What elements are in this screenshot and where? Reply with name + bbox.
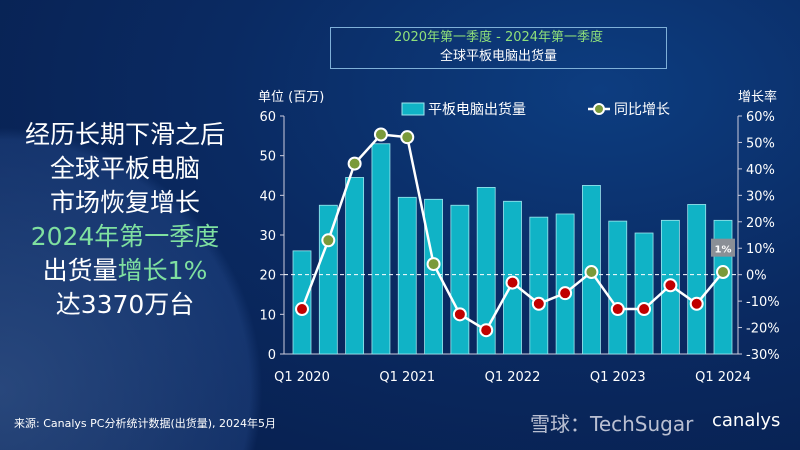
y2-tick-label: 60% [746, 110, 775, 125]
growth-point-Q1-2022 [505, 275, 520, 290]
growth-point-Q1-2021 [400, 130, 415, 145]
bar-Q1-2023 [608, 220, 628, 355]
x-tick-label: Q1 2021 [379, 370, 435, 385]
growth-point-Q1-2023 [610, 302, 625, 317]
bar-Q4-2023 [687, 204, 707, 355]
y2-tick-label: 40% [746, 163, 775, 178]
y2-tick-label: 10% [746, 242, 775, 257]
y2-axis-title: 增长率 [738, 89, 777, 105]
headline-line-5b: 增长1% [117, 256, 208, 285]
y-tick-label: 40 [259, 189, 276, 204]
y2-tick-label: 0% [746, 269, 767, 284]
y-tick-label: 50 [259, 150, 276, 165]
chart-title-line-2: 全球平板电脑出货量 [439, 49, 557, 64]
bar-Q4-2021 [476, 186, 496, 355]
y2-tick-label: -10% [746, 295, 780, 310]
headline-line-6: 达3370万台 [55, 290, 195, 319]
legend-line-marker [593, 103, 605, 115]
headline-line-4: 2024年第一季度 [30, 222, 220, 251]
growth-point-Q3-2021 [452, 307, 467, 322]
y-axis-title: 单位 (百万) [258, 90, 324, 105]
growth-point-Q3-2020 [347, 156, 362, 171]
growth-point-Q2-2022 [531, 296, 546, 311]
growth-point-Q1-2024 [716, 265, 730, 280]
bar-Q4-2020 [371, 143, 391, 355]
canalys-logo: canalys [712, 410, 781, 431]
x-tick-label: Q1 2022 [485, 370, 541, 385]
bar-Q2-2022 [529, 216, 549, 355]
bar-Q1-2021 [397, 196, 417, 355]
watermark: 雪球：TechSugar [530, 412, 694, 436]
x-tick-label: Q1 2020 [274, 370, 330, 385]
bar-Q3-2021 [450, 204, 470, 355]
legend-bar-swatch [401, 102, 425, 116]
x-tick-label: Q1 2024 [695, 370, 751, 385]
y-tick-label: 30 [259, 229, 276, 244]
growth-point-Q1-2020 [295, 302, 309, 317]
x-tick-label: Q1 2023 [590, 370, 646, 385]
growth-point-Q3-2023 [663, 278, 678, 293]
source-note: 来源: Canalys PC分析统计数据(出货量), 2024年5月 [14, 417, 277, 430]
y2-tick-label: -20% [746, 322, 780, 337]
legend-line-label: 同比增长 [614, 102, 670, 118]
headline-line-5a: 出货量 [42, 256, 118, 285]
chart-title-line-1: 2020年第一季度 - 2024年第一季度 [393, 30, 604, 45]
growth-point-Q3-2022 [558, 286, 573, 301]
annotation-label: 1% [715, 245, 732, 256]
y-tick-label: 20 [259, 269, 276, 284]
legend-bar-label: 平板电脑出货量 [428, 101, 526, 118]
growth-point-Q4-2022 [584, 265, 599, 280]
growth-point-Q2-2023 [637, 302, 652, 317]
headline-line-5: 出货量增长1% [0, 254, 250, 288]
y2-tick-label: 50% [746, 136, 775, 151]
y-tick-label: 10 [259, 308, 276, 323]
headline-line-3: 市场恢复增长 [49, 188, 200, 217]
headline-line-1: 经历长期下滑之后 [24, 120, 225, 149]
growth-point-Q2-2021 [426, 257, 441, 272]
bar-Q2-2020 [318, 204, 338, 355]
bar-Q3-2020 [345, 177, 365, 355]
y2-tick-label: 20% [746, 216, 775, 231]
y2-tick-label: -30% [746, 348, 780, 363]
y2-tick-label: 30% [746, 189, 775, 204]
growth-point-Q4-2021 [479, 323, 494, 338]
y-tick-label: 60 [259, 110, 276, 125]
growth-point-Q4-2020 [373, 127, 388, 142]
bar-Q2-2023 [634, 232, 654, 355]
chart-title-box: 2020年第一季度 - 2024年第一季度 全球平板电脑出货量 [330, 27, 667, 69]
headline: 经历长期下滑之后 全球平板电脑 市场恢复增长 2024年第一季度 出货量增长1%… [0, 118, 250, 322]
y-tick-label: 0 [268, 348, 276, 363]
growth-point-Q4-2023 [689, 296, 704, 311]
growth-point-Q2-2020 [321, 233, 336, 248]
annotation-box [711, 238, 735, 257]
headline-line-2: 全球平板电脑 [49, 154, 200, 183]
bar-Q3-2022 [555, 213, 575, 355]
